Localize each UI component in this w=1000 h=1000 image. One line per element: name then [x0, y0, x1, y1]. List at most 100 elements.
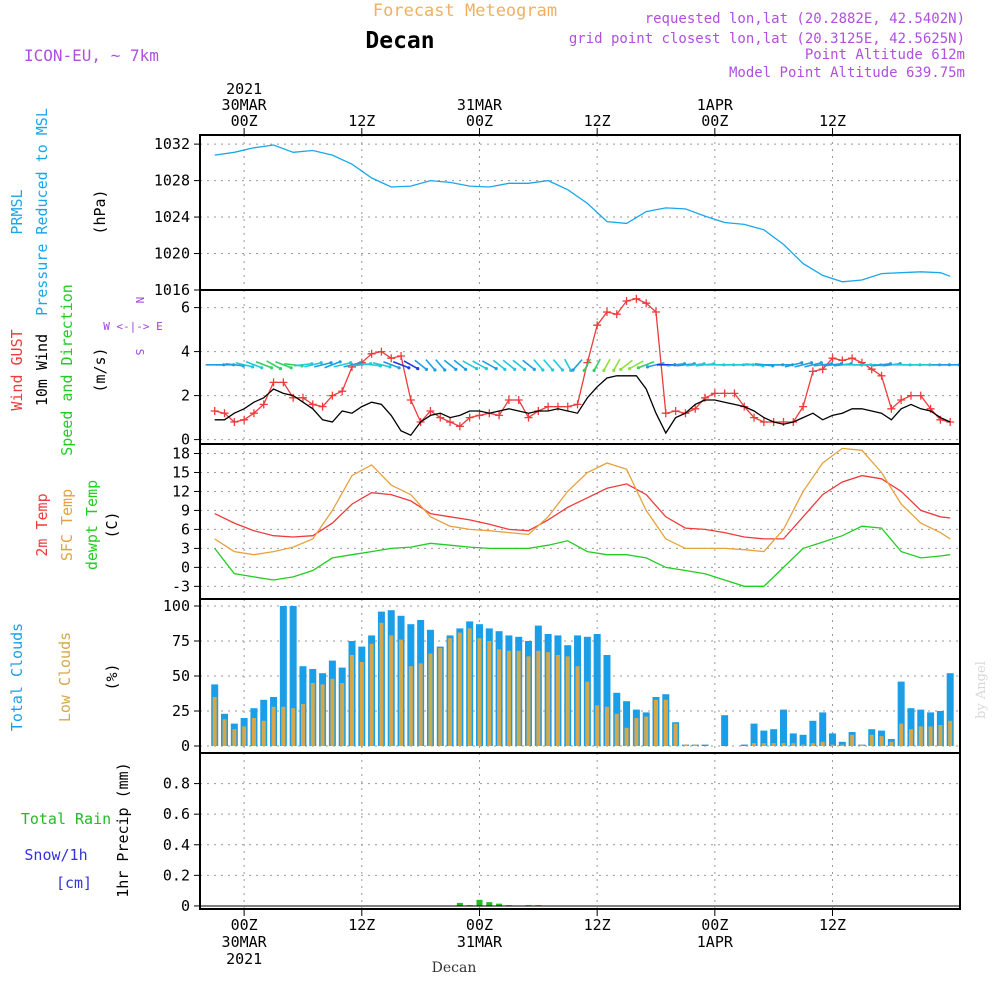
bottom-time-label: 31MAR [457, 933, 503, 951]
total-clouds-bar [740, 744, 748, 746]
wind-direction-arrow [647, 361, 665, 368]
top-time-label: 2021 [226, 80, 262, 98]
wind-arrow-head [338, 360, 342, 364]
total-clouds-bar [289, 606, 297, 746]
gust-point [563, 402, 572, 411]
precip-unit: 1hr Precip (mm) [114, 762, 132, 897]
y-tick-label: 1016 [154, 281, 190, 299]
pressure-label: PRMSL [8, 189, 26, 234]
low-clouds-bar [889, 741, 894, 746]
low-clouds-bar [899, 723, 904, 746]
low-clouds-bar [879, 736, 884, 746]
low-clouds-bar [242, 726, 247, 746]
requested-coordinates: requested lon,lat (20.2882E, 42.5402N) [645, 11, 965, 27]
panel-frame [199, 752, 961, 910]
low-clouds-bar [320, 684, 325, 746]
page-title: Decan [365, 28, 434, 54]
y-tick-label: 25 [172, 702, 190, 720]
snow-label: Snow/1h [24, 846, 87, 864]
snow-unit-label: [cm] [56, 874, 92, 892]
low-clouds-bar [820, 741, 825, 746]
y-tick-label: 100 [163, 597, 190, 615]
wind-direction-arrow [620, 359, 633, 371]
top-time-label: 30MAR [222, 96, 268, 114]
wind-direction-arrow [502, 359, 516, 371]
y-tick-label: 1020 [154, 245, 190, 263]
wind-arrow-head [474, 367, 479, 371]
wind-direction-arrow [872, 362, 891, 367]
wind-direction-arrow [324, 361, 341, 369]
gust-point [298, 393, 307, 402]
y-tick-label: 15 [172, 463, 190, 481]
gust-point [514, 396, 523, 404]
total-clouds-bar [819, 712, 827, 746]
top-time-label: 00Z [466, 112, 493, 130]
wind-direction-arrow [543, 359, 554, 371]
low-clouds-bar [948, 720, 953, 746]
low-clouds-bar [526, 656, 531, 746]
wind-arrow-head [269, 366, 274, 370]
wind-arrow-head [532, 367, 536, 371]
panel-plot-area [211, 606, 954, 746]
gust-point [397, 352, 406, 360]
low-clouds-bar [859, 744, 864, 746]
panel-plot-area [200, 899, 960, 907]
total-clouds-bar [789, 733, 797, 746]
panel-frame [199, 443, 961, 600]
wind-direction-label: Speed and Direction [58, 284, 76, 456]
low-clouds-bar [487, 641, 492, 746]
low-clouds-bar [595, 705, 600, 746]
wind-direction-arrow [275, 361, 292, 369]
bottom-time-label: 30MAR [222, 933, 268, 951]
low-clouds-bar [938, 725, 943, 746]
gust-point [897, 396, 906, 404]
low-clouds-bar [310, 683, 315, 746]
total-clouds-bar [838, 741, 846, 746]
low-clouds-bar [271, 706, 276, 746]
wind-direction-arrow [745, 362, 764, 367]
gust-point [475, 411, 484, 420]
wind-direction-arrow [453, 359, 467, 371]
low-clouds-bar [840, 744, 845, 746]
wind-unit: (m/s) [91, 347, 109, 392]
total-clouds-bar [701, 744, 709, 746]
wind-gust-label: Wind GUST [8, 329, 26, 410]
wind-direction-arrow [294, 362, 312, 367]
gust-point [691, 404, 700, 413]
y-tick-label: 3 [181, 539, 190, 557]
wind-direction-arrow [593, 358, 601, 371]
wind-direction-arrow [583, 358, 592, 371]
wind-arrow-head [397, 366, 401, 370]
compass-north: N [133, 297, 146, 304]
wind-line [214, 375, 951, 437]
y-tick-label: 6 [181, 520, 190, 538]
sfc-line [214, 447, 951, 556]
top-time-label: 00Z [231, 112, 258, 130]
low-clouds-bar [673, 723, 678, 746]
wind-arrow-head [619, 367, 623, 371]
panel-plot-area [214, 144, 951, 283]
gust-point [602, 308, 611, 316]
low-clouds-bar [585, 681, 590, 746]
wind-arrow-head [602, 368, 606, 373]
bottom-time-label: 00Z [466, 916, 493, 934]
bottom-time-label: 12Z [348, 916, 375, 934]
wind-direction-arrow [784, 361, 802, 368]
bottom-time-label: 12Z [584, 916, 611, 934]
low-clouds-bar [359, 662, 364, 746]
low-clouds-bar [389, 635, 394, 746]
pressure-unit: (hPa) [91, 189, 109, 234]
panel-plot-area [205, 294, 960, 437]
wind-direction-arrow [533, 359, 544, 371]
total-clouds-bar [907, 708, 915, 746]
gust-point [504, 396, 513, 404]
wind-direction-arrow [794, 361, 812, 368]
panel-frame [199, 289, 961, 445]
wind-direction-arrow [629, 360, 644, 370]
y-tick-label: 4 [181, 343, 190, 361]
low-clouds-bar [693, 744, 698, 746]
total-clouds-bar [946, 673, 954, 746]
pressure-line [214, 144, 951, 283]
low-clouds-bar [261, 720, 266, 746]
low-clouds-bar [546, 652, 551, 746]
